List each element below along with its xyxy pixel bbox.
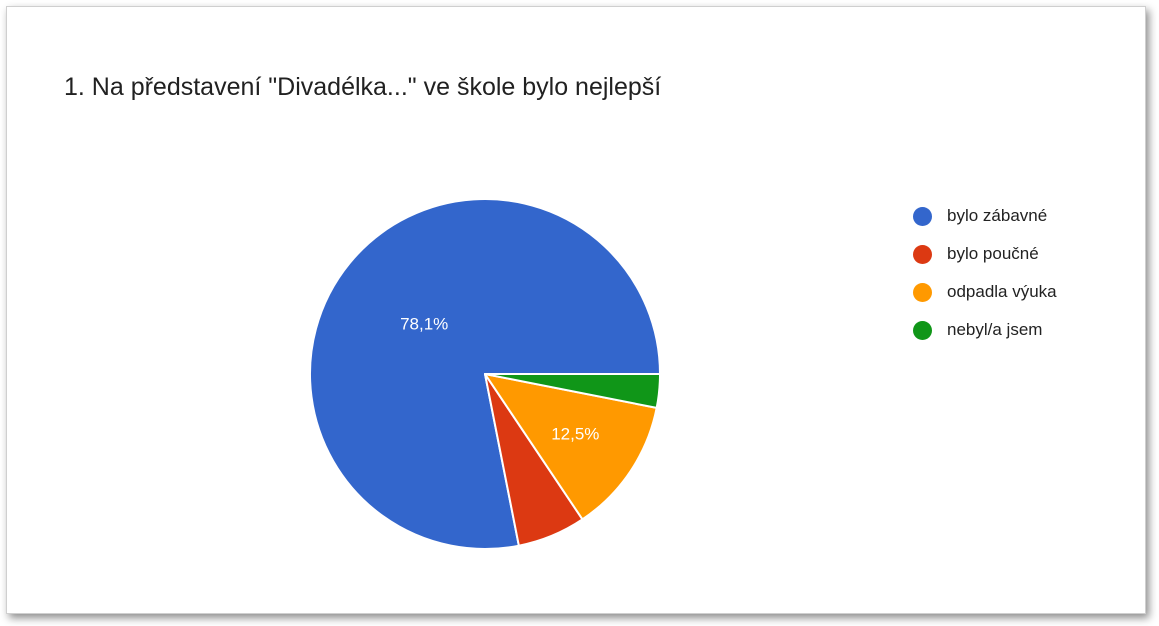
legend-swatch — [913, 206, 932, 226]
pie-slices — [309, 197, 661, 550]
legend-label: nebyl/a jsem — [947, 320, 1043, 339]
pie-data-label: 78,1% — [400, 315, 448, 334]
pie-slice-odpadla-v-uka — [484, 373, 658, 521]
legend-swatch — [913, 244, 932, 264]
pie-slice-labels: 78,1% 12,5% — [400, 315, 599, 444]
legend-label: odpadla výuka — [947, 282, 1057, 301]
legend-swatch — [913, 282, 932, 302]
legend-swatch — [913, 320, 932, 340]
legend-item: bylo poučné — [913, 235, 1057, 273]
legend-item: nebyl/a jsem — [913, 311, 1057, 349]
legend-label: bylo zábavné — [947, 206, 1048, 225]
legend-item: bylo zábavné — [913, 197, 1057, 235]
chart-title: 1. Na představení "Divadélka..." ve škol… — [64, 73, 662, 101]
pie-data-label: 12,5% — [551, 425, 599, 444]
legend-label: bylo poučné — [947, 244, 1039, 263]
legend-item: odpadla výuka — [913, 273, 1057, 311]
pie-slice-nebyl-a-jsem — [484, 373, 661, 409]
chart-legend: bylo zábavné bylo poučné odpadla výuka neby… — [913, 197, 1057, 349]
